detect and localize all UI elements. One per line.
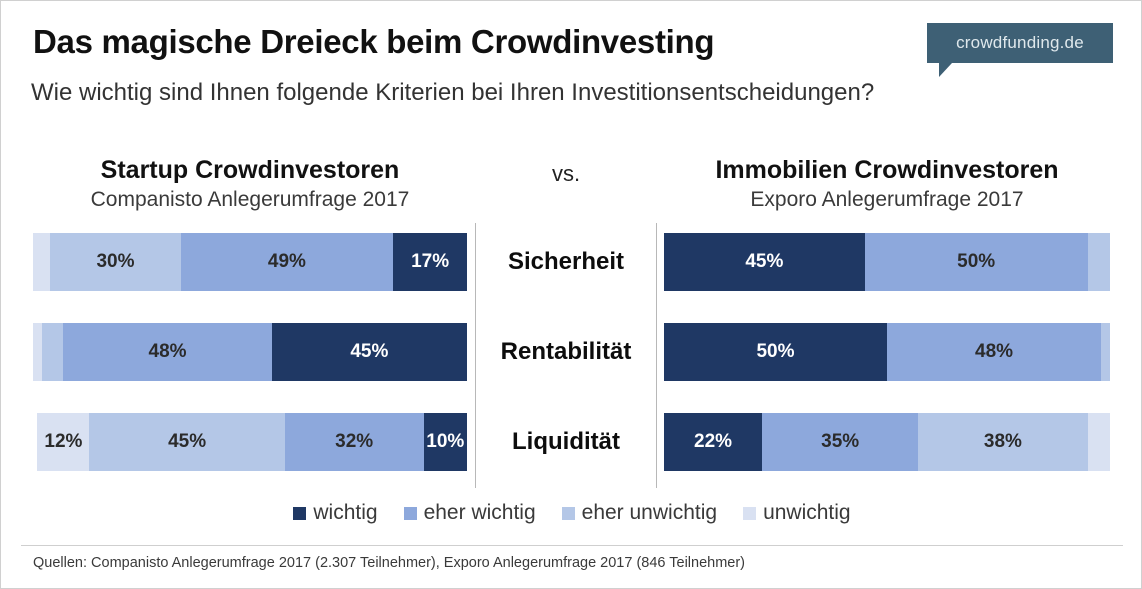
bar-segment-eher-unwichtig[interactable]: 30%	[50, 233, 181, 291]
bar-left[interactable]: 12% 45% 32% 10%	[33, 413, 467, 471]
bar-left[interactable]: 30% 49% 17%	[33, 233, 467, 291]
page-subtitle: Wie wichtig sind Ihnen folgende Kriterie…	[31, 79, 875, 106]
bar-segment-eher-unwichtig[interactable]	[41, 323, 64, 381]
bar-segment-unwichtig[interactable]	[33, 323, 42, 381]
legend-swatch-icon	[403, 506, 417, 520]
bar-segment-value: 50%	[756, 341, 795, 362]
legend-swatch-icon	[561, 506, 575, 520]
legend-item[interactable]: unwichtig	[743, 501, 851, 525]
column-source-left: Companisto Anlegerumfrage 2017	[90, 188, 410, 211]
bar-segment-value: 48%	[975, 341, 1014, 362]
category-label: Rentabilität	[500, 338, 632, 365]
bar-segment-eher-unwichtig[interactable]	[1101, 323, 1110, 381]
bar-segment-unwichtig[interactable]	[1087, 413, 1110, 471]
bar-segment-unwichtig[interactable]	[33, 233, 51, 291]
bar-segment-value: 50%	[957, 251, 996, 272]
bar-segment-eher-wichtig[interactable]: 48%	[887, 323, 1102, 381]
bar-segment-wichtig[interactable]: 50%	[664, 323, 887, 381]
stacked-bar-chart: 30% 49% 17% Sicherheit 45% 50% 48% 45% Renta…	[1, 223, 1142, 488]
source-note: Quellen: Companisto Anlegerumfrage 2017 …	[33, 555, 746, 571]
chart-row: 30% 49% 17% Sicherheit 45% 50%	[1, 233, 1142, 291]
bar-segment-eher-unwichtig[interactable]: 38%	[918, 413, 1088, 471]
bar-segment-wichtig[interactable]: 10%	[423, 413, 467, 471]
bar-segment-value: 35%	[821, 431, 860, 452]
bar-segment-wichtig[interactable]: 17%	[393, 233, 467, 291]
column-heading-left: Startup Crowdinvestoren Companisto Anleg…	[33, 156, 467, 212]
bar-segment-eher-wichtig[interactable]: 49%	[180, 233, 394, 291]
logo-tail-icon	[939, 63, 952, 77]
bar-segment-eher-wichtig[interactable]: 32%	[284, 413, 424, 471]
bar-segment-wichtig[interactable]: 22%	[664, 413, 763, 471]
bar-right[interactable]: 22% 35% 38%	[664, 413, 1110, 471]
page-title: Das magische Dreieck beim Crowdinvesting	[33, 23, 715, 60]
footer-divider	[21, 545, 1123, 546]
legend-label: wichtig	[313, 501, 378, 524]
column-title-right: Immobilien Crowdinvestoren	[715, 156, 1059, 184]
legend-item[interactable]: wichtig	[293, 501, 378, 525]
divider-right	[656, 223, 657, 488]
legend-swatch-icon	[743, 506, 757, 520]
bar-segment-eher-unwichtig[interactable]: 45%	[89, 413, 285, 471]
bar-segment-value: 12%	[44, 431, 83, 452]
bar-segment-wichtig[interactable]: 45%	[664, 233, 865, 291]
legend-item[interactable]: eher wichtig	[403, 501, 536, 525]
bar-segment-value: 30%	[96, 251, 135, 272]
bar-left[interactable]: 48% 45%	[33, 323, 467, 381]
bar-segment-value: 38%	[983, 431, 1022, 452]
chart-row: 48% 45% Rentabilität 50% 48%	[1, 323, 1142, 381]
logo-label: crowdfunding.de	[956, 33, 1084, 52]
legend-label: eher unwichtig	[581, 501, 718, 524]
bar-segment-value: 45%	[350, 341, 389, 362]
divider-left	[475, 223, 476, 488]
bar-segment-eher-wichtig[interactable]: 50%	[864, 233, 1088, 291]
bar-segment-eher-wichtig[interactable]: 35%	[762, 413, 919, 471]
legend-item[interactable]: eher unwichtig	[561, 501, 718, 525]
bar-segment-value: 49%	[267, 251, 306, 272]
category-label: Sicherheit	[507, 248, 625, 275]
bar-segment-value: 32%	[335, 431, 374, 452]
bar-segment-value: 10%	[426, 431, 465, 452]
logo-bubble: crowdfunding.de	[927, 23, 1113, 63]
bar-right[interactable]: 45% 50%	[664, 233, 1110, 291]
bar-segment-value: 22%	[694, 431, 733, 452]
column-title-left: Startup Crowdinvestoren	[100, 156, 400, 184]
bar-segment-unwichtig[interactable]: 12%	[37, 413, 90, 471]
column-heading-right: Immobilien Crowdinvestoren Exporo Anlege…	[664, 156, 1110, 212]
vs-separator-label: vs.	[551, 161, 581, 186]
brand-logo[interactable]: crowdfunding.de	[927, 23, 1113, 77]
bar-segment-value: 45%	[168, 431, 207, 452]
column-source-right: Exporo Anlegerumfrage 2017	[750, 188, 1024, 211]
legend-swatch-icon	[293, 506, 307, 520]
bar-segment-value: 45%	[745, 251, 784, 272]
bar-segment-value: 48%	[148, 341, 187, 362]
bar-right[interactable]: 50% 48%	[664, 323, 1110, 381]
legend-label: eher wichtig	[423, 501, 536, 524]
chart-row: 12% 45% 32% 10% Liquidität 22% 35% 38%	[1, 413, 1142, 471]
bar-segment-value: 17%	[411, 251, 450, 272]
bar-segment-eher-wichtig[interactable]: 48%	[63, 323, 272, 381]
category-label: Liquidität	[512, 428, 620, 455]
bar-segment-wichtig[interactable]: 45%	[271, 323, 467, 381]
legend-label: unwichtig	[763, 501, 851, 524]
bar-segment-eher-unwichtig[interactable]	[1087, 233, 1110, 291]
chart-legend: wichtig eher wichtig eher unwichtig unwicht…	[1, 501, 1142, 525]
